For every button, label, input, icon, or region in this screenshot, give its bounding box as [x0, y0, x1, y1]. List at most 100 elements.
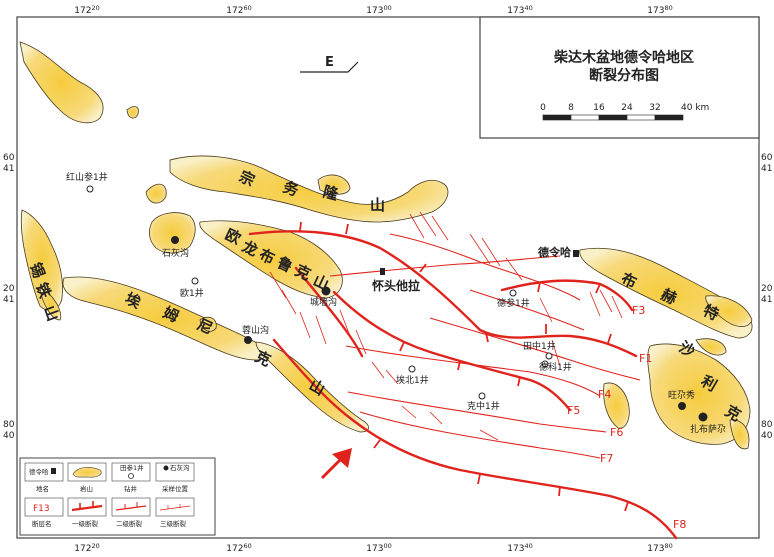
outcrop-small-left-2	[39, 287, 62, 321]
minor-tick-9	[299, 311, 311, 339]
well-tianzhong-icon	[545, 352, 553, 360]
outcrop-buhete-east	[705, 295, 753, 327]
bottom-graticule: 17220 17260 17300 17340 17380	[74, 542, 672, 554]
legend-sample-icon	[163, 465, 169, 471]
map-title-line1: 柴达木盆地德令哈地区	[553, 49, 694, 66]
outcrop-shalike	[647, 343, 751, 445]
mtn-xitie-3: 山	[40, 303, 62, 323]
minor-tick-14	[385, 369, 399, 385]
minor-tick-4	[469, 233, 491, 265]
mountain-labels: 宗 务 隆 山 欧 龙 布 鲁 克 山 埃 姆 尼 克 山 锡 铁 山 布 赫 …	[26, 167, 744, 425]
fault-f6	[347, 391, 607, 433]
label-f5: F5	[567, 404, 580, 417]
mtn-oulong-3: 布	[256, 245, 277, 268]
second-order-faults	[329, 233, 641, 459]
direction-arrow-icon	[300, 61, 359, 73]
map-markers: 红山参1井 石灰沟 欧1井 蓉山沟 城墙沟 怀头他拉 德令哈 德参1井 田中1井…	[66, 171, 726, 435]
f8-tick-4	[624, 501, 629, 512]
minor-tick-10	[315, 315, 327, 345]
outcrop-small-left-1	[145, 183, 167, 204]
minor-tick-19	[599, 289, 613, 313]
minor-tick-12	[355, 329, 367, 355]
red-arrow	[320, 448, 352, 480]
minor-tick-21	[539, 297, 553, 323]
f1-tick-1	[299, 221, 302, 232]
outcrop-small-mid	[199, 316, 217, 332]
minor-tick-17	[479, 429, 499, 441]
minor-tick-15	[401, 405, 417, 419]
mtn-buhete-3: 特	[700, 301, 721, 324]
legend-third-box	[155, 497, 195, 517]
label-wangcheng: 旺尕秀	[668, 389, 695, 401]
fault-f8	[272, 338, 678, 540]
scale-seg-3	[598, 114, 628, 121]
f5-tick-3	[517, 376, 521, 387]
minor-tick-20	[611, 295, 623, 319]
scale-label-8: 8	[568, 103, 574, 113]
mtn-aimu-2: 姆	[160, 303, 181, 326]
mtn-xitie-1: 锡	[26, 260, 48, 280]
label-huaitou: 怀头他拉	[372, 278, 420, 293]
f8-tick-2	[477, 473, 481, 485]
minor-tick-18	[589, 291, 601, 317]
label-shihuigou: 石灰沟	[162, 247, 189, 259]
legend-third-icon	[159, 505, 191, 511]
mtn-buhete-1: 布	[618, 269, 639, 292]
mtn-zong-4: 山	[370, 196, 385, 214]
legend-second-caption: 二级断裂	[116, 519, 143, 528]
minor-tick-8	[281, 289, 297, 315]
legend-well-icon	[128, 473, 134, 479]
right-graticule: 60 41 20 41 80 40	[761, 153, 773, 441]
scale-bar: 0 8 16 24 32 40 km	[540, 103, 709, 121]
minor-tick-22	[551, 339, 561, 367]
mtn-zong-1: 宗	[236, 167, 257, 190]
label-f7: F7	[600, 452, 613, 465]
scale-label-16: 16	[593, 103, 605, 113]
well-hongshancan-icon	[86, 185, 94, 193]
minor-tick-16	[429, 411, 443, 425]
bottom-tick-4: 17340	[507, 542, 532, 554]
red-arrow-icon	[332, 448, 352, 468]
outcrop-buhete	[579, 247, 753, 339]
f1-tick-3	[419, 263, 427, 273]
left-tick-1b: 41	[3, 164, 14, 174]
mtn-zong-3: 隆	[321, 182, 341, 204]
left-graticule: 60 41 20 41 80 40	[3, 153, 15, 441]
top-tick-1: 17220	[74, 4, 99, 16]
left-tick-2a: 20	[3, 284, 15, 294]
outcrop-shihui	[148, 212, 196, 254]
fault-mid-2	[469, 289, 585, 331]
red-arrow-shaft	[320, 456, 344, 480]
city-delingha-icon	[573, 250, 579, 257]
well-dengke-icon	[541, 360, 549, 368]
label-f8: F8	[673, 518, 686, 531]
minor-tick-7	[269, 271, 287, 299]
label-hongshancan: 红山参1井	[66, 171, 108, 183]
label-ou1: 欧1井	[180, 287, 204, 299]
label-chengbeigou: 城墙沟	[310, 296, 337, 308]
f3-tick-1	[537, 281, 541, 293]
label-kezhong: 克中1井	[467, 400, 500, 412]
minor-tick-6	[505, 257, 523, 281]
legend-sample-sample: 石灰沟	[170, 463, 190, 472]
mtn-oulong-1: 欧	[222, 225, 243, 248]
mtn-oulong-4: 鲁	[274, 253, 295, 276]
minor-tick-11	[339, 309, 351, 337]
legend-rock-icon	[72, 467, 102, 478]
legend-well-sample: 田参1井	[120, 463, 144, 472]
outcrop-shalike-north	[695, 338, 727, 356]
top-tick-4: 17340	[507, 4, 532, 16]
scale-label-40: 40 km	[681, 103, 709, 113]
f5-tick-1	[399, 341, 405, 352]
minor-tick-5	[481, 237, 501, 267]
legend-placename-icon	[51, 468, 56, 474]
left-tick-3a: 80	[3, 420, 15, 430]
city-huaitou-icon	[380, 268, 385, 275]
scale-label-0: 0	[540, 103, 546, 113]
map-title-line2: 断裂分布图	[589, 67, 659, 84]
mtn-oulong-5: 克	[292, 261, 313, 284]
well-kezhong-icon	[478, 392, 486, 400]
outcrop-northwest	[19, 41, 104, 124]
mtn-buhete-2: 赫	[658, 285, 679, 308]
legend-faultname-box	[24, 497, 64, 517]
